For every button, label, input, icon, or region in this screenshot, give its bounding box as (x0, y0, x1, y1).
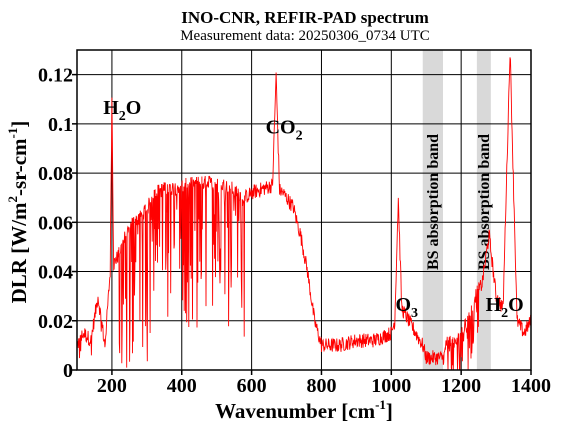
x-axis-title-main: Wavenumber [cm (215, 399, 376, 423)
annotations: H2O CO2 O3 H2O (103, 97, 524, 321)
chart-subtitle: Measurement data: 20250306_0734 UTC (180, 28, 430, 44)
y-axis-ticks: 0 0.02 0.04 0.06 0.08 0.1 0.12 (38, 65, 77, 382)
spectrum-line (76, 57, 532, 371)
y-tick-label-0: 0 (63, 360, 73, 382)
x-axis-title-end: ] (386, 399, 393, 423)
annotation-o3: O3 (395, 294, 418, 321)
x-tick-label-800: 800 (306, 375, 336, 397)
x-tick-label-200: 200 (97, 375, 127, 397)
y-axis-title: DLR [W/m2-sr-cm-1] (5, 121, 31, 304)
chart-title: INO-CNR, REFIR-PAD spectrum (181, 8, 429, 27)
y-tick-label-5: 0.1 (48, 114, 73, 136)
annotation-h2o-left: H2O (103, 97, 141, 124)
absorption-band-1 (422, 50, 443, 370)
series-group (76, 57, 532, 371)
x-tick-label-400: 400 (167, 375, 197, 397)
plot-frame (76, 49, 532, 371)
absorption-band-2 (476, 50, 491, 370)
y-axis-title-main: DLR [W/m (7, 202, 31, 303)
y-tick-label-3: 0.06 (38, 212, 73, 234)
x-axis-title-sup: -1 (375, 397, 386, 412)
y-axis-title-end: ] (7, 121, 31, 128)
x-tick-label-600: 600 (237, 375, 267, 397)
x-axis-ticks: 200 400 600 800 1000 1200 1400 (97, 370, 551, 397)
y-tick-label-1: 0.02 (38, 311, 73, 333)
absorption-band-label-1: BS absorption band (425, 134, 442, 270)
annotation-h2o-right: H2O (486, 294, 524, 321)
x-axis-title: Wavenumber [cm-1] (215, 397, 393, 423)
y-tick-label-6: 0.12 (38, 65, 73, 87)
y-tick-label-4: 0.08 (38, 163, 73, 185)
x-tick-label-1400: 1400 (511, 375, 551, 397)
plot-border (76, 49, 532, 371)
annotation-co2: CO2 (266, 117, 303, 144)
y-axis-title-mid: -sr-cm (7, 138, 31, 196)
y-axis-title-sup1: 2 (5, 196, 20, 203)
y-axis-title-sup2: -1 (5, 128, 20, 139)
x-tick-label-1000: 1000 (371, 375, 411, 397)
y-tick-label-2: 0.04 (38, 262, 73, 284)
x-tick-label-1200: 1200 (441, 375, 481, 397)
absorption-bands: BS absorption band BS absorption band (422, 50, 493, 370)
